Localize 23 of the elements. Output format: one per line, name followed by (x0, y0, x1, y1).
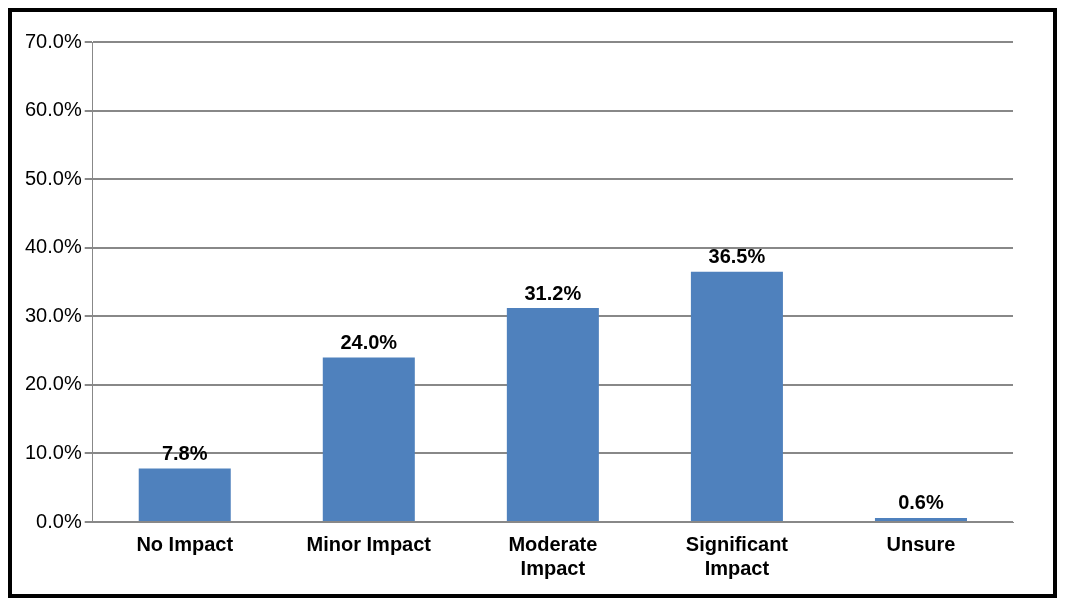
bar (322, 357, 415, 521)
data-label: 0.6% (898, 491, 944, 514)
x-tick-label: No Impact (136, 532, 234, 555)
x-tick-label: Moderate Impact (508, 532, 598, 579)
bar (874, 517, 967, 521)
x-tick-label: Minor Impact (306, 532, 432, 555)
y-tick-label: 30.0% (24, 303, 82, 326)
data-label: 31.2% (524, 281, 582, 304)
x-tick-label: Unsure (886, 532, 956, 555)
bar (506, 308, 599, 521)
y-tick-label: 50.0% (24, 166, 82, 189)
data-label: 7.8% (161, 442, 208, 465)
y-tick-label: 40.0% (24, 235, 82, 258)
bar (690, 271, 783, 521)
y-tick-label: 20.0% (24, 372, 82, 395)
data-label: 24.0% (340, 330, 398, 353)
bar (138, 468, 231, 521)
y-tick-label: 70.0% (24, 29, 82, 52)
y-tick-label: 60.0% (24, 98, 82, 121)
y-tick-label: 10.0% (24, 440, 82, 463)
data-label: 36.5% (708, 245, 766, 268)
y-tick-label: 0.0% (36, 509, 82, 532)
x-tick-label: Significant Impact (685, 532, 789, 579)
